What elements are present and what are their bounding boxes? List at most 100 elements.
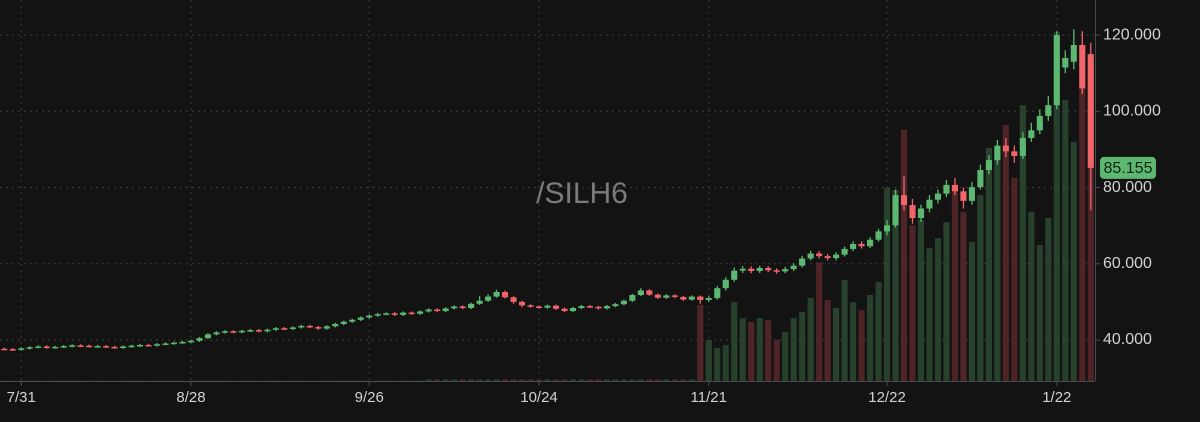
volume-bar <box>824 299 831 381</box>
candle-body <box>816 253 823 257</box>
candle-body <box>544 305 551 308</box>
candle-body <box>213 332 220 335</box>
candle-body <box>1002 145 1009 152</box>
volume-bar <box>451 379 458 381</box>
volume-bars <box>1 32 1094 382</box>
candle-body <box>18 348 25 350</box>
candle-body <box>493 291 500 297</box>
x-tick-label: 11/21 <box>691 389 727 406</box>
volume-bar <box>654 379 661 381</box>
candle-body <box>264 329 271 332</box>
volume-bar <box>586 379 593 381</box>
volume-bar <box>917 219 925 381</box>
candle-body <box>502 291 509 298</box>
candle-body <box>671 295 678 297</box>
volume-bar <box>1062 99 1069 382</box>
candle-body <box>782 269 789 272</box>
volume-bar <box>595 379 602 381</box>
candle-body <box>569 308 577 312</box>
candle-body <box>790 265 797 270</box>
candle-body <box>1045 105 1052 116</box>
volume-bar <box>1045 217 1052 381</box>
candle-body <box>323 326 330 329</box>
volume-bar <box>977 195 984 381</box>
candle-body <box>654 294 661 298</box>
candle-body <box>892 195 899 226</box>
volume-bar <box>1079 88 1086 382</box>
candle-body <box>875 231 882 240</box>
volume-bar <box>1087 59 1094 381</box>
volume-bar <box>671 379 678 381</box>
candle-body <box>26 347 33 349</box>
volume-bar <box>951 190 958 381</box>
candle-body <box>468 303 475 309</box>
candle-body <box>357 317 364 320</box>
y-tick-label: 60.000 <box>1103 255 1152 272</box>
volume-bar <box>731 302 738 381</box>
volume-bar <box>705 339 712 381</box>
volume-bar <box>459 379 466 381</box>
candle-body <box>739 268 746 271</box>
axes: 40.000 60.000 80.000 100.000 120.000 7/31 8/28… <box>7 26 1161 406</box>
volume-bar <box>1036 244 1043 381</box>
candle-body <box>985 160 992 171</box>
candle-body <box>943 184 950 194</box>
candle-body <box>799 258 806 266</box>
candle-body <box>60 346 67 348</box>
volume-bar <box>502 379 509 381</box>
volume-bar <box>722 345 729 381</box>
candle-body <box>170 342 178 345</box>
candle-body <box>1079 44 1086 89</box>
candle-body <box>459 306 466 309</box>
candle-body <box>612 304 619 307</box>
candle-body <box>94 346 101 348</box>
candle-body <box>383 313 390 315</box>
volume-bar <box>799 312 806 381</box>
volume-bar <box>535 379 543 381</box>
candle-body <box>917 208 925 219</box>
candle-body <box>425 309 432 312</box>
candle-body <box>867 239 874 247</box>
candle-body <box>86 345 93 348</box>
candle-body <box>476 300 483 304</box>
candle-body <box>926 199 933 209</box>
candle-body <box>315 327 322 329</box>
candle-body <box>1 348 8 351</box>
volume-bar <box>960 211 967 381</box>
candle-body <box>238 330 245 333</box>
x-tick-label: 9/26 <box>355 389 384 406</box>
x-tick-label: 10/24 <box>520 389 558 406</box>
candle-body <box>705 298 712 300</box>
candle-body <box>586 306 593 308</box>
candle-body <box>204 334 212 339</box>
volume-bar <box>892 190 899 381</box>
candle-body <box>1036 115 1043 131</box>
candle-body <box>187 340 195 343</box>
volume-bar <box>629 379 636 381</box>
candle-body <box>968 187 975 201</box>
candle-body <box>35 346 42 349</box>
candle-body <box>1087 54 1094 168</box>
last-price-tag <box>1100 156 1156 179</box>
volume-bar <box>1028 211 1035 381</box>
candle-body <box>332 324 339 327</box>
y-tick-label: 40.000 <box>1103 331 1152 348</box>
volume-bar <box>841 280 848 381</box>
candle-body <box>179 341 186 344</box>
candle-body <box>765 267 772 271</box>
candle-body <box>646 290 653 295</box>
candle-body <box>934 193 942 200</box>
candle-body <box>620 300 627 305</box>
candle-body <box>561 308 568 312</box>
volume-bar <box>807 297 814 381</box>
volume-bar <box>468 379 475 381</box>
volume-bar <box>1070 142 1077 381</box>
candle-body <box>366 315 373 318</box>
candle-body <box>442 308 449 312</box>
volume-bar <box>850 302 857 381</box>
volume-bar <box>756 318 763 381</box>
volume-bar <box>790 318 797 381</box>
candle-body <box>1028 130 1035 138</box>
candle-body <box>595 306 602 309</box>
